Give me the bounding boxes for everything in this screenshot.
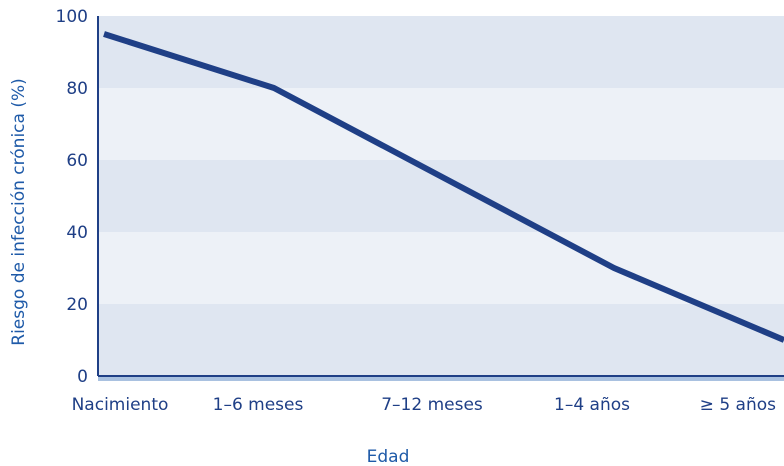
y-tick-label: 20 [66,295,88,315]
y-tick-label: 100 [56,7,88,27]
x-axis-title: Edad [367,447,410,466]
x-tick-label: 7–12 meses [381,395,483,415]
y-tick-label: 60 [66,151,88,171]
x-axis-baseline [98,377,784,381]
grid-band [98,304,784,376]
grid-band [98,88,784,160]
x-tick-label: ≥ 5 años [700,395,776,415]
grid-bands [98,16,784,376]
grid-band [98,16,784,88]
y-axis-title: Riesgo de infección crónica (%) [9,78,29,345]
x-tick-label: 1–6 meses [213,395,304,415]
axes [97,16,784,381]
x-tick-labels: Nacimiento 1–6 meses 7–12 meses 1–4 años ≥ 5… [72,395,777,415]
x-tick-label: 1–4 años [554,395,630,415]
y-tick-labels: 0 20 40 60 80 100 [56,7,88,387]
y-tick-label: 40 [66,223,88,243]
x-tick-label: Nacimiento [72,395,169,415]
y-tick-label: 80 [66,79,88,99]
y-tick-label: 0 [77,367,88,387]
grid-band [98,160,784,232]
